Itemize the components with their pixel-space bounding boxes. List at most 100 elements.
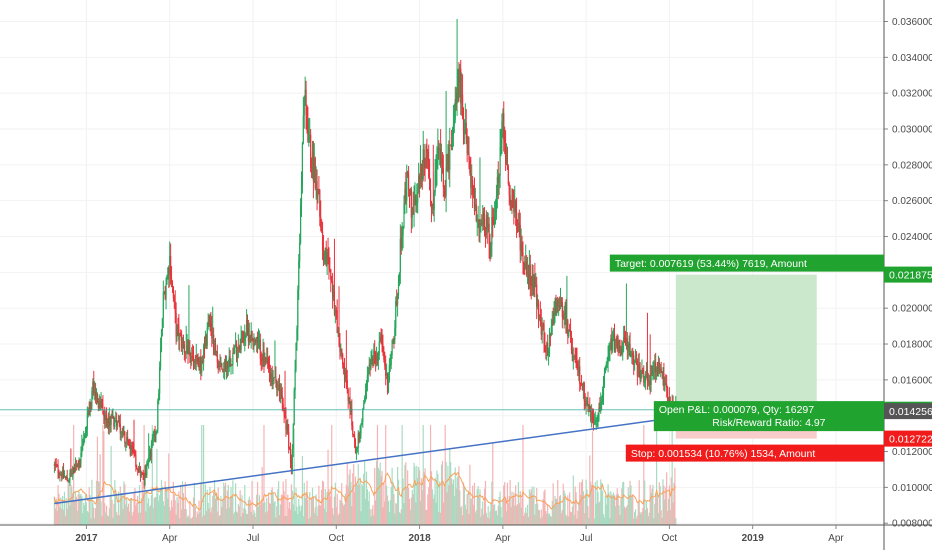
candle-body xyxy=(654,362,656,371)
price-axis[interactable]: 0.036000 0.034000 0.032000 0.030000 0.028000… xyxy=(883,0,932,550)
volume-bar xyxy=(231,495,233,525)
volume-bar xyxy=(174,500,176,525)
candle-body xyxy=(160,330,163,350)
candle-body xyxy=(245,334,247,337)
volume-bar xyxy=(461,506,463,525)
candle-body xyxy=(152,436,154,439)
volume-bar xyxy=(400,509,402,525)
candle-body xyxy=(651,374,653,376)
candle-body xyxy=(599,407,601,411)
candle-body xyxy=(307,125,309,142)
volume-bar xyxy=(640,513,642,525)
candle-body xyxy=(322,250,325,262)
volume-bar xyxy=(320,505,322,525)
candle-body xyxy=(637,364,639,377)
candle-body xyxy=(448,153,450,170)
volume-bar xyxy=(228,507,230,525)
volume-bar xyxy=(541,516,543,525)
candle-body xyxy=(502,113,504,122)
candle-body xyxy=(381,340,383,344)
volume-bar xyxy=(651,488,653,525)
candle-body xyxy=(433,192,435,210)
candle-body xyxy=(475,204,477,222)
volume-bar xyxy=(424,468,426,525)
volume-bar xyxy=(167,498,169,525)
candle-body xyxy=(111,416,113,418)
candle-body xyxy=(550,326,552,336)
candle-body xyxy=(187,345,189,354)
candle-body xyxy=(295,343,297,370)
volume-bar xyxy=(597,492,599,525)
volume-bar xyxy=(295,487,297,525)
volume-bar xyxy=(80,493,82,525)
volume-bar xyxy=(450,478,453,525)
candle-body xyxy=(369,364,371,367)
volume-bar xyxy=(458,466,460,525)
volume-bar xyxy=(183,508,185,525)
volume-bar xyxy=(220,496,222,525)
candle-body xyxy=(518,223,520,225)
volume-bar xyxy=(234,511,236,525)
candle-body xyxy=(278,384,281,400)
candle-body xyxy=(217,362,219,368)
volume-bar xyxy=(469,464,471,525)
volume-bar xyxy=(504,498,507,525)
candle-body xyxy=(534,277,536,288)
candle-body xyxy=(238,346,240,348)
volume-bar xyxy=(432,498,434,525)
candle-body xyxy=(291,448,293,472)
candle-body xyxy=(656,370,659,373)
candle-body xyxy=(213,342,216,355)
volume-bar xyxy=(635,518,638,525)
candle-body xyxy=(363,403,365,410)
volume-bar xyxy=(387,501,390,525)
volume-bar xyxy=(398,512,401,525)
volume-bar xyxy=(282,481,284,525)
volume-bar xyxy=(537,509,540,525)
candle-body xyxy=(555,308,557,314)
candle-body xyxy=(128,443,131,446)
volume-bar xyxy=(246,514,249,525)
candle-body xyxy=(398,272,401,282)
volume-bar xyxy=(585,479,587,525)
volume-bar xyxy=(449,449,451,525)
candle-body xyxy=(380,336,382,341)
volume-bar xyxy=(298,498,300,525)
volume-bar xyxy=(624,508,627,525)
volume-bar xyxy=(669,509,671,525)
candle-body xyxy=(312,151,315,182)
candle-body xyxy=(197,358,199,362)
volume-bar xyxy=(539,518,541,525)
candle-body xyxy=(283,408,285,416)
candle-body xyxy=(554,308,556,313)
time-axis[interactable]: 2017 Apr Jul Oct 2018 Apr Jul Oct 2019 Apr xyxy=(0,524,932,544)
candle-body xyxy=(325,247,327,266)
candle-body xyxy=(371,357,373,361)
volume-bar xyxy=(81,496,83,525)
volume-bar xyxy=(110,445,112,525)
candle-body xyxy=(666,384,668,389)
candle-body xyxy=(493,223,495,225)
volume-bar xyxy=(513,492,515,525)
volume-bar xyxy=(386,495,389,525)
candle-body xyxy=(82,444,84,448)
volume-bar xyxy=(337,515,339,525)
volume-bar xyxy=(526,504,529,525)
volume-bar xyxy=(552,483,554,525)
volume-bar xyxy=(119,486,121,525)
volume-bar xyxy=(359,477,361,525)
candle-body xyxy=(134,454,136,456)
volume-bar xyxy=(103,431,105,525)
volume-bar xyxy=(540,509,542,525)
candle-body xyxy=(525,260,527,270)
volume-bar xyxy=(122,509,124,525)
volume-bar xyxy=(94,508,97,525)
candle-body xyxy=(490,245,492,253)
candle-body xyxy=(364,398,366,404)
candle-body xyxy=(239,347,241,351)
candle-body xyxy=(73,469,76,472)
candle-body xyxy=(545,348,547,353)
candle-body xyxy=(331,279,333,282)
volume-bar xyxy=(327,449,329,525)
